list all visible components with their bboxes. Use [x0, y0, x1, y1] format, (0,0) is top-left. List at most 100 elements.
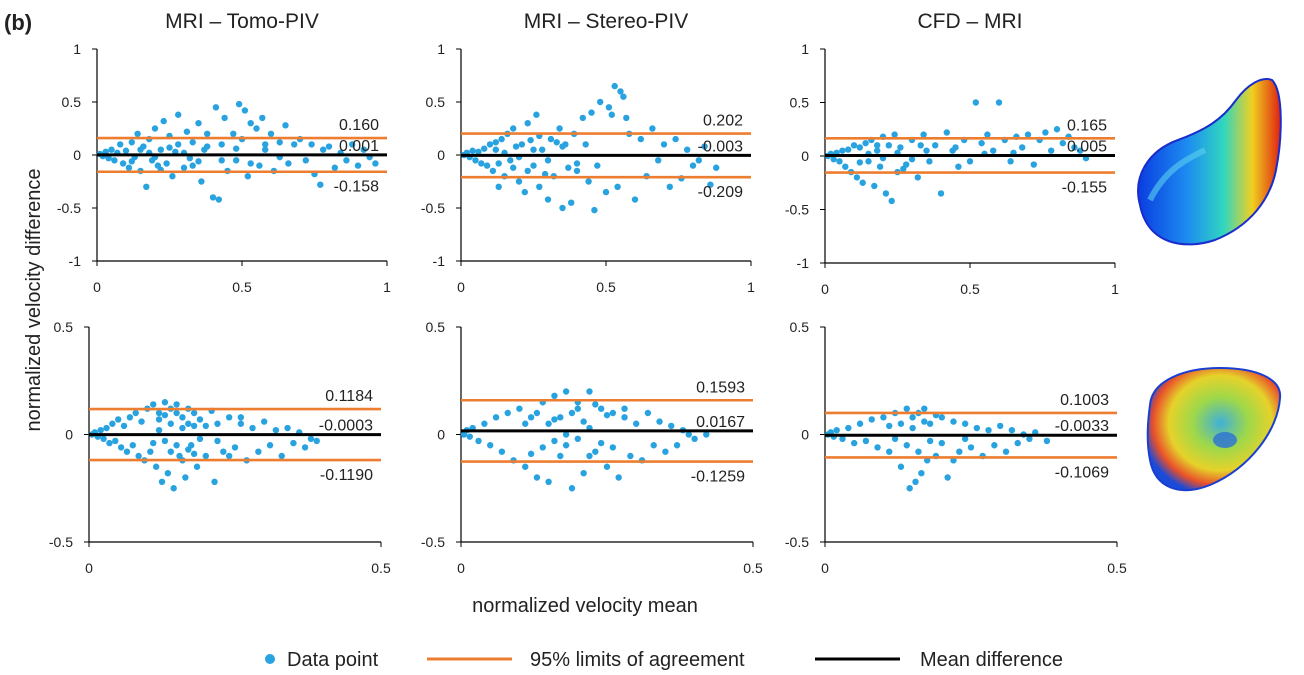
data-point	[313, 437, 320, 445]
data-point	[955, 163, 962, 170]
data-point	[842, 163, 849, 170]
data-point	[123, 448, 131, 455]
y-tick-label: 0	[73, 147, 81, 163]
panel-title: MRI – Tomo-PIV	[165, 10, 319, 33]
data-point	[109, 420, 116, 427]
data-point	[573, 167, 581, 175]
legend-marker-data-point	[265, 654, 275, 664]
data-point	[627, 452, 634, 460]
data-point	[650, 442, 657, 449]
data-point	[568, 409, 576, 417]
data-point	[230, 130, 237, 137]
data-point	[150, 439, 157, 447]
data-point	[498, 135, 505, 143]
data-point	[190, 409, 198, 417]
data-point	[580, 470, 587, 477]
data-point	[160, 117, 167, 125]
data-point	[247, 160, 254, 167]
data-point	[594, 162, 601, 169]
plot-panels: MRI – Tomo-PIV 1 0.5 0 -0.5 -1 0 0.5 1 0.160 0.001…	[49, 10, 1127, 576]
y-tick-label: 0.5	[54, 319, 74, 335]
data-point	[656, 418, 663, 425]
data-point	[602, 188, 610, 196]
x-tick-label: 0	[93, 279, 101, 295]
data-point	[510, 125, 517, 132]
data-point	[169, 173, 176, 180]
x-tick-label: 0	[821, 560, 829, 576]
data-point	[198, 178, 205, 185]
data-point	[620, 93, 627, 100]
data-point	[486, 141, 494, 148]
data-point	[225, 452, 233, 460]
data-point	[237, 420, 245, 427]
data-point	[621, 414, 628, 421]
data-point	[522, 463, 529, 470]
data-point	[308, 141, 315, 148]
data-point	[343, 157, 350, 164]
panel-5: 0.5 0 -0.5 0 0.5 0.1593 0.0167 -0.1259	[421, 319, 763, 576]
data-point	[533, 111, 540, 118]
data-point	[262, 141, 269, 148]
data-point	[108, 146, 115, 153]
data-point	[512, 143, 520, 150]
data-point	[1059, 139, 1067, 147]
data-point	[672, 135, 679, 143]
data-point	[539, 444, 546, 451]
mean-difference-label: -0.0033	[1055, 418, 1109, 435]
data-point	[103, 424, 110, 432]
data-point	[495, 183, 502, 190]
data-point	[859, 179, 866, 186]
data-point	[897, 463, 905, 470]
data-point	[660, 141, 668, 148]
data-point	[586, 388, 593, 395]
data-point	[233, 145, 240, 152]
data-point	[874, 147, 881, 154]
data-point	[115, 416, 122, 423]
data-point	[909, 424, 916, 432]
data-point	[586, 452, 593, 460]
data-point	[856, 144, 863, 151]
data-point	[111, 157, 118, 164]
data-point	[562, 442, 570, 449]
data-point	[938, 414, 945, 421]
data-point	[196, 435, 204, 442]
data-point	[105, 154, 112, 162]
data-point	[155, 409, 163, 417]
data-point	[903, 442, 910, 449]
data-point	[597, 439, 605, 447]
data-point	[541, 170, 549, 178]
data-point	[360, 146, 367, 153]
data-point	[545, 420, 552, 427]
data-point	[249, 424, 256, 432]
data-point	[186, 154, 193, 162]
data-point	[886, 448, 893, 455]
data-point	[605, 104, 613, 111]
data-point	[880, 414, 887, 421]
panel-4: 0.5 0 -0.5 0 0.5 0.1184 -0.0003 -0.1190	[49, 319, 391, 576]
y-tick-label: 0.5	[62, 94, 82, 110]
data-point	[190, 450, 198, 458]
y-tick-label: 0.5	[790, 95, 810, 111]
data-point	[851, 439, 858, 447]
lower-limit-label: -0.158	[334, 179, 379, 196]
data-point	[944, 474, 951, 481]
x-tick-label: 0.5	[371, 560, 391, 576]
data-point	[568, 485, 576, 492]
vessel-flow-image	[1137, 78, 1282, 246]
data-point	[469, 147, 476, 154]
data-point	[713, 164, 720, 171]
data-point	[195, 158, 202, 165]
data-point	[498, 448, 506, 455]
data-point	[143, 183, 150, 190]
x-tick-label: 0.5	[596, 279, 616, 295]
data-point	[225, 414, 233, 421]
data-point	[897, 144, 904, 151]
data-point	[117, 444, 125, 451]
data-point	[685, 431, 692, 438]
data-point	[530, 146, 537, 153]
x-tick-label: 0	[457, 279, 465, 295]
data-point	[276, 139, 283, 146]
data-point	[617, 88, 624, 95]
data-point	[836, 158, 843, 165]
data-point	[204, 143, 211, 150]
